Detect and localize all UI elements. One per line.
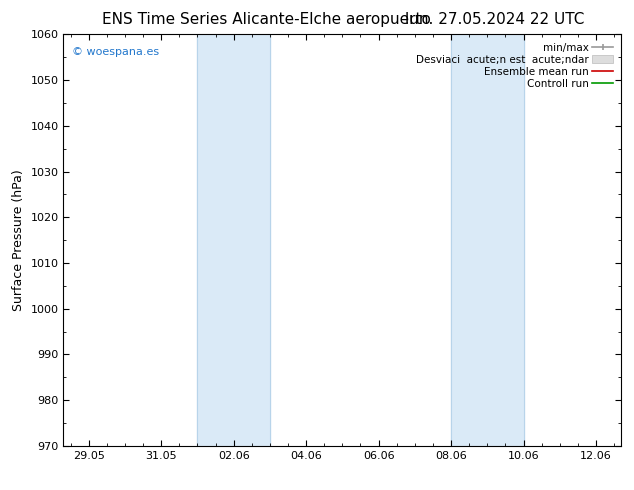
Text: © woespana.es: © woespana.es	[72, 47, 159, 57]
Bar	[451, 34, 524, 446]
Bar	[197, 34, 270, 446]
Legend: min/max, Desviaci  acute;n est  acute;ndar, Ensemble mean run, Controll run: min/max, Desviaci acute;n est acute;ndar…	[413, 40, 616, 92]
Text: lun. 27.05.2024 22 UTC: lun. 27.05.2024 22 UTC	[405, 12, 584, 27]
Y-axis label: Surface Pressure (hPa): Surface Pressure (hPa)	[12, 169, 25, 311]
Text: ENS Time Series Alicante-Elche aeropuerto: ENS Time Series Alicante-Elche aeropuert…	[102, 12, 430, 27]
